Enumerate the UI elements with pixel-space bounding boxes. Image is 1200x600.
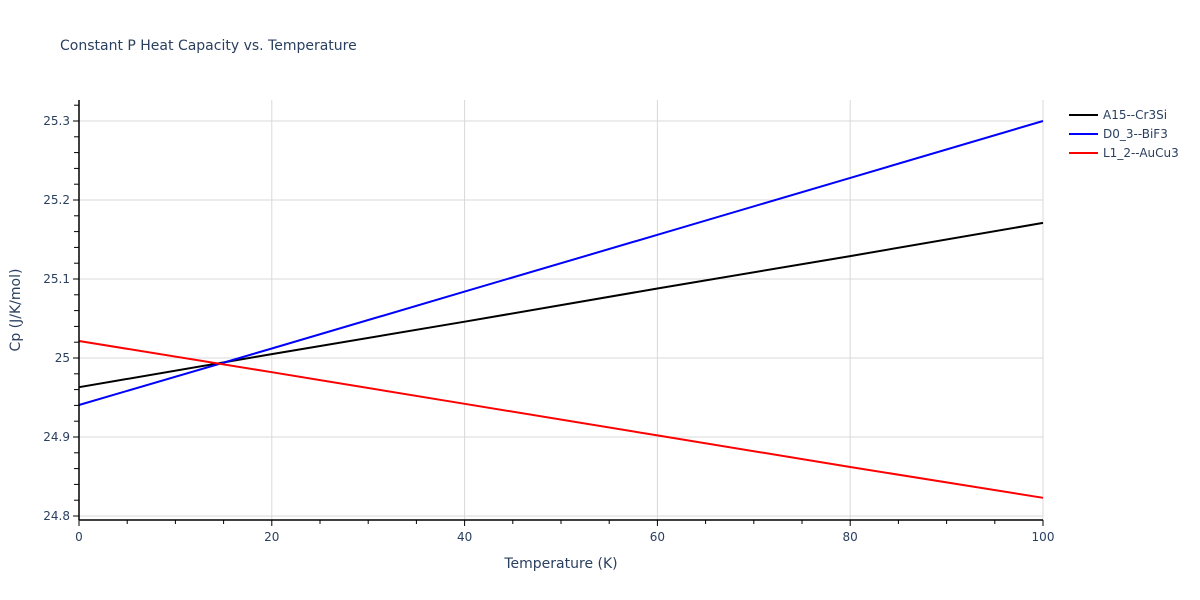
- series-line-1[interactable]: [78, 120, 1044, 406]
- chart-title: Constant P Heat Capacity vs. Temperature: [60, 38, 357, 54]
- y-tick-label: 25.2: [43, 193, 70, 207]
- x-tick-label: 80: [843, 530, 858, 544]
- x-axis-title: Temperature (K): [503, 556, 617, 572]
- legend[interactable]: A15--Cr3Si D0_3--BiF3 L1_2--AuCu3: [1069, 108, 1179, 160]
- series-line-2[interactable]: [78, 340, 1044, 499]
- y-axis-title: Cp (J/K/mol): [8, 269, 24, 352]
- legend-item[interactable]: A15--Cr3Si: [1069, 108, 1167, 122]
- x-tick-label: 20: [264, 530, 279, 544]
- plot-area[interactable]: [78, 120, 1044, 499]
- legend-label: D0_3--BiF3: [1103, 127, 1168, 141]
- legend-label: L1_2--AuCu3: [1103, 146, 1179, 160]
- series-line-0[interactable]: [78, 221, 1044, 389]
- y-tick-label: 24.8: [43, 509, 70, 523]
- x-tick-label: 100: [1032, 530, 1055, 544]
- axes: 0 20 40 60 80 100 24.8 24.9 25 25.1 25.2 25.3: [43, 100, 1054, 544]
- gridlines: [78, 100, 1044, 520]
- x-tick-label: 40: [457, 530, 472, 544]
- x-tick-label: 0: [75, 530, 83, 544]
- y-tick-label: 25.1: [43, 272, 70, 286]
- legend-item[interactable]: L1_2--AuCu3: [1069, 146, 1179, 160]
- legend-label: A15--Cr3Si: [1103, 108, 1167, 122]
- legend-item[interactable]: D0_3--BiF3: [1069, 127, 1168, 141]
- y-tick-label: 24.9: [43, 430, 70, 444]
- y-tick-label: 25.3: [43, 114, 70, 128]
- y-tick-label: 25: [55, 351, 70, 365]
- x-tick-label: 60: [650, 530, 665, 544]
